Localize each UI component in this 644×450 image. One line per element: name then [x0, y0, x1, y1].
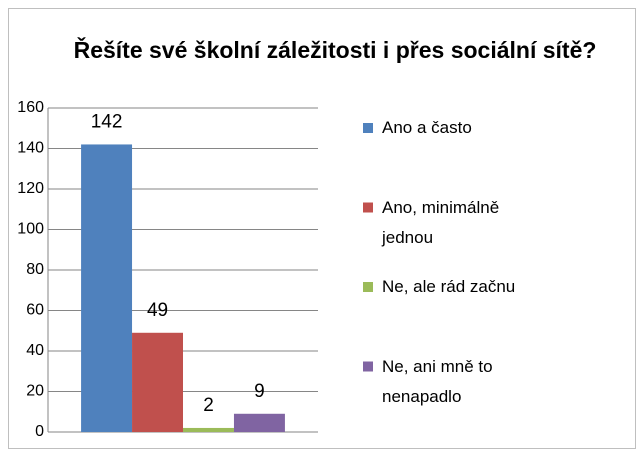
y-tick-label: 120	[17, 180, 44, 197]
bar	[233, 413, 285, 432]
y-tick-label: 40	[26, 342, 44, 359]
legend-label: Ano a často	[382, 118, 472, 137]
legend-swatch	[363, 282, 373, 292]
y-tick-label: 20	[26, 383, 44, 400]
bar	[81, 144, 133, 432]
legend-label: Ne, ale rád začnu	[382, 277, 516, 296]
legend-swatch	[363, 123, 373, 133]
chart-frame	[8, 8, 636, 449]
data-label: 9	[254, 381, 265, 402]
y-tick-label: 100	[17, 221, 44, 238]
legend-label: Ano, minimálně jednou	[382, 197, 500, 247]
y-tick-label: 160	[17, 99, 44, 116]
y-tick-label: 0	[35, 423, 44, 440]
y-tick-label: 60	[26, 302, 44, 319]
data-label: 49	[147, 300, 168, 321]
y-tick-label: 140	[17, 140, 44, 157]
data-label: 2	[203, 395, 214, 416]
data-label: 142	[91, 111, 123, 132]
y-tick-label: 80	[26, 261, 44, 278]
bar	[183, 427, 234, 432]
legend-label: Ne, ani mně to nenapadlo	[382, 356, 493, 406]
legend-swatch	[363, 202, 373, 213]
legend-swatch	[363, 361, 373, 372]
chart-title: Řešíte své školní záležitosti i přes soc…	[73, 37, 597, 63]
bar	[132, 332, 183, 432]
